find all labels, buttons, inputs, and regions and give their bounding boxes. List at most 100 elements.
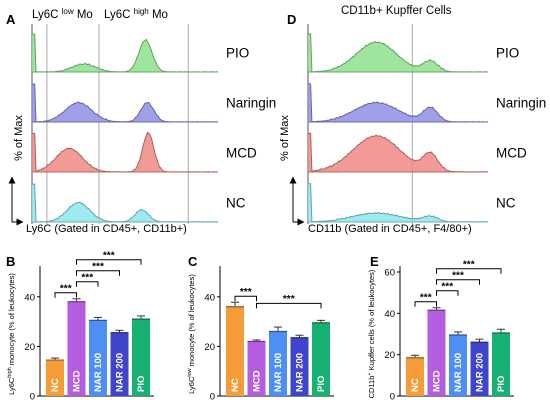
- panel-e-bar-chart: 0 20 40 60 CD11b+ Kupffer cells (% of leukoc…: [367, 259, 514, 400]
- panel-d-title: CD11b+ Kupffer Cells: [341, 5, 452, 17]
- significance-label: ***: [420, 292, 432, 303]
- category-label: PIO: [496, 376, 507, 392]
- y-tick-label: 0: [210, 392, 215, 400]
- histogram-fill-mcd: [308, 133, 488, 172]
- bar-nar-100: [89, 320, 107, 396]
- panel-d-xlabel: CD11b (Gated in CD45+, F4/80+): [308, 223, 472, 235]
- significance-bracket: [76, 281, 99, 287]
- bar-nar-200: [290, 337, 309, 396]
- panel-a-histograms: [31, 24, 219, 224]
- significance-label: ***: [463, 259, 475, 270]
- panel-d-ylabel: % of Max: [279, 115, 291, 161]
- bar-nar-200: [470, 342, 489, 396]
- bar-nc: [46, 360, 64, 396]
- significance-bracket: [436, 290, 459, 296]
- panel-d-letter: D: [287, 12, 296, 27]
- panel-a-title-high: Ly6C high Mo: [104, 5, 168, 21]
- panel-b: B 0 20 40 Ly6Chigh monocyte (% of leukocyte…: [6, 250, 154, 400]
- significance-label: ***: [283, 294, 295, 305]
- panel-a-title-low: Ly6C low Mo: [32, 5, 93, 21]
- category-label: NAR 100: [93, 353, 104, 392]
- y-tick-label: 20: [384, 350, 395, 361]
- panel-b-bar-chart: 0 20 40 Ly6Chigh monocyte (% of leukocytes)…: [7, 250, 154, 400]
- category-label: NAR 200: [475, 353, 486, 392]
- panel-c: C 0 20 40 Ly6Clow monocyte (% of leukocytes…: [187, 254, 334, 400]
- track-label-naringin: Naringin: [496, 95, 546, 110]
- y-axis-label: Ly6Chigh monocyte (% of leukocytes): [7, 273, 16, 395]
- significance-bracket: [76, 270, 120, 276]
- significance-bracket: [256, 302, 322, 309]
- panel-e-letter: E: [370, 254, 379, 269]
- panel-d-track-names: PIO Naringin MCD NC: [496, 45, 546, 210]
- bar-pio: [132, 319, 150, 396]
- significance-label: ***: [81, 272, 93, 283]
- significance-label: ***: [240, 287, 252, 298]
- histogram-fill-nc: [32, 183, 218, 222]
- panel-a-letter: A: [6, 12, 16, 27]
- histogram-fill-pio: [32, 34, 218, 72]
- significance-label: ***: [92, 261, 104, 272]
- bar-nc: [226, 306, 244, 396]
- significance-label: ***: [441, 281, 453, 292]
- histogram-fill-pio: [308, 33, 488, 72]
- y-tick-label: 40: [384, 309, 395, 320]
- y-axis-label: Ly6Clow monocyte (% of leukocytes): [187, 274, 196, 394]
- track-label-mcd: MCD: [226, 145, 257, 160]
- category-label: MCD: [252, 370, 263, 392]
- significance-bracket: [234, 295, 257, 302]
- track-label-pio: PIO: [226, 45, 249, 60]
- category-label: NC: [230, 378, 241, 392]
- significance-bracket: [436, 279, 480, 285]
- histogram-fill-mcd: [32, 132, 218, 172]
- category-label: NAR 200: [295, 353, 306, 392]
- bar-mcd: [427, 310, 446, 396]
- y-tick-label: 20: [24, 342, 35, 353]
- category-label: PIO: [316, 376, 327, 392]
- significance-label: ***: [103, 250, 115, 261]
- panel-b-letter: B: [6, 254, 15, 269]
- bar-mcd: [247, 341, 266, 396]
- category-label: NC: [50, 378, 61, 392]
- category-label: NAR 100: [453, 353, 464, 392]
- category-label: PIO: [136, 376, 147, 392]
- panel-c-bar-chart: 0 20 40 Ly6Clow monocyte (% of leukocytes) N…: [187, 266, 334, 400]
- bar-mcd: [67, 301, 86, 396]
- y-tick-label: 0: [30, 392, 35, 400]
- bar-nc: [406, 357, 424, 396]
- y-tick-label: 40: [204, 292, 215, 303]
- bar-pio: [312, 322, 330, 396]
- panel-e: E 0 20 40 60 CD11b+ Kupffer cells (% of leuk…: [367, 254, 514, 400]
- significance-bracket: [76, 259, 142, 265]
- category-label: NAR 200: [115, 353, 126, 392]
- panel-a-ylabel: % of Max: [13, 115, 25, 161]
- histogram-fill-naringin: [308, 83, 488, 122]
- histogram-outline-pio: [32, 33, 219, 73]
- significance-bracket: [414, 301, 437, 307]
- category-label: MCD: [432, 370, 443, 392]
- track-label-nc: NC: [496, 195, 516, 210]
- bar-pio: [492, 332, 510, 396]
- y-tick-label: 40: [24, 292, 35, 303]
- track-label-mcd: MCD: [496, 145, 527, 160]
- significance-bracket: [54, 292, 77, 298]
- panel-a-xlabel: Ly6C (Gated in CD45+, CD11b+): [26, 223, 187, 235]
- y-tick-label: 20: [204, 342, 215, 353]
- panel-a: A Ly6C low Mo Ly6C high Mo % of Max Ly6C…: [6, 5, 276, 235]
- bar-nar-100: [449, 335, 467, 396]
- category-label: MCD: [72, 370, 83, 392]
- track-label-naringin: Naringin: [226, 95, 276, 110]
- significance-label: ***: [452, 270, 464, 281]
- significance-label: ***: [60, 283, 72, 294]
- category-label: NAR 100: [273, 353, 284, 392]
- panel-c-letter: C: [188, 254, 198, 269]
- category-label: NC: [410, 378, 421, 392]
- bar-nar-100: [269, 331, 287, 396]
- panel-d: D CD11b+ Kupffer Cells % of Max CD11b (G…: [279, 5, 546, 235]
- histogram-outline-nc: [31, 183, 219, 223]
- y-tick-label: 60: [384, 268, 395, 279]
- track-label-nc: NC: [226, 195, 246, 210]
- significance-bracket: [436, 268, 502, 274]
- panel-d-histograms: [307, 24, 489, 224]
- histogram-fill-naringin: [32, 84, 218, 122]
